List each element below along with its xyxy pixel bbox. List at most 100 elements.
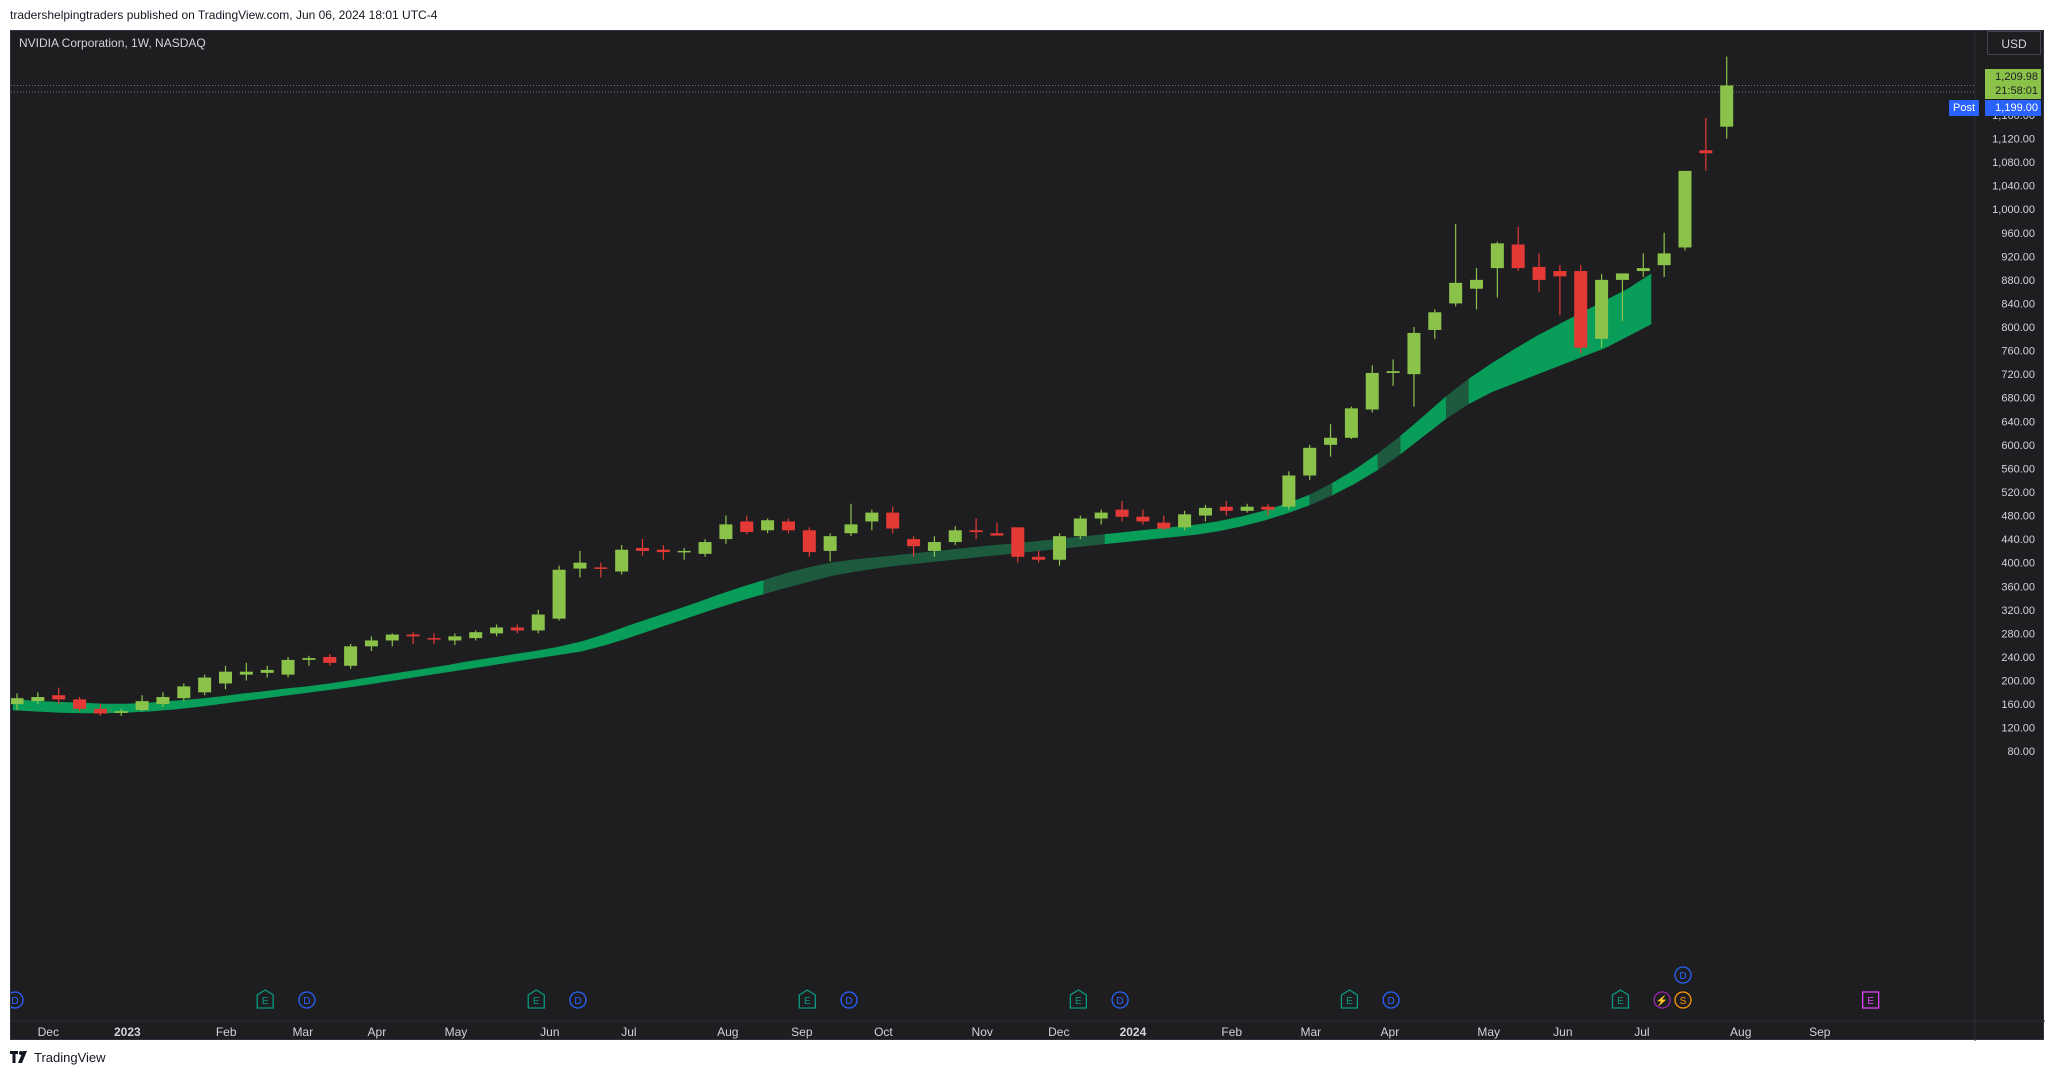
- candle-body: [344, 646, 358, 666]
- candlestick-chart[interactable]: 1,160.001,120.001,080.001,040.001,000.00…: [11, 31, 2045, 1041]
- x-tick-label: Mar: [292, 1025, 313, 1039]
- symbol-label: NVIDIA Corporation, 1W, NASDAQ: [19, 36, 206, 50]
- candle-body: [93, 708, 107, 714]
- event-marker: [11, 991, 24, 1009]
- band-segment: [831, 559, 856, 577]
- band-segment: [1195, 521, 1220, 535]
- candle-body: [1490, 243, 1504, 269]
- y-tick-label: 240.00: [2001, 652, 2035, 664]
- band-segment: [1605, 288, 1629, 349]
- band-segment: [1241, 510, 1265, 527]
- last-price: 1,209.98: [1995, 71, 2038, 83]
- publish-bar: tradershelpingtraders published on Tradi…: [0, 0, 2054, 30]
- candle-body: [156, 697, 170, 705]
- y-tick-label: 1,080.00: [1992, 157, 2035, 169]
- band-segment: [1218, 516, 1242, 532]
- candle-body: [1324, 437, 1338, 445]
- candle-body: [427, 638, 441, 640]
- candle-body: [552, 569, 566, 619]
- event-marker: [569, 991, 587, 1009]
- band-segment: [604, 625, 628, 646]
- candle-body: [1615, 273, 1629, 280]
- candle-body: [677, 550, 691, 553]
- event-marker: [840, 991, 858, 1009]
- band-segment: [490, 654, 514, 666]
- candle-body: [323, 656, 337, 663]
- band-segment: [899, 552, 924, 566]
- y-tick-label: 640.00: [2001, 416, 2035, 428]
- event-label: E: [1075, 996, 1082, 1007]
- candle-body: [1115, 509, 1129, 517]
- candle-body: [948, 530, 962, 543]
- y-tick-label: 280.00: [2001, 628, 2035, 640]
- candle-body: [1449, 282, 1463, 304]
- x-tick-label: Feb: [1221, 1025, 1242, 1039]
- currency-selector[interactable]: USD: [1987, 31, 2041, 55]
- x-tick-label: 2023: [114, 1025, 141, 1039]
- y-tick-label: 120.00: [2001, 723, 2035, 735]
- chart-frame[interactable]: 1,160.001,120.001,080.001,040.001,000.00…: [10, 30, 2045, 1041]
- x-tick-label: 2024: [1120, 1025, 1147, 1039]
- y-tick-label: 320.00: [2001, 605, 2035, 617]
- event-label: D: [1387, 996, 1394, 1007]
- band-segment: [1377, 435, 1402, 471]
- footer: TradingView: [10, 1046, 106, 1068]
- band-segment: [626, 618, 651, 639]
- candle-body: [1073, 518, 1087, 537]
- x-tick-label: Apr: [1381, 1025, 1400, 1039]
- x-tick-label: Jul: [621, 1025, 636, 1039]
- candle-body: [1198, 507, 1212, 516]
- candle-body: [1282, 475, 1296, 507]
- candle-body: [594, 567, 608, 569]
- band-segment: [1104, 531, 1129, 545]
- candle-body: [1261, 506, 1275, 510]
- candle-body: [510, 627, 524, 631]
- candle-body: [969, 530, 983, 533]
- event-marker: [1611, 989, 1630, 1009]
- candle-body: [490, 627, 504, 634]
- candle-body: [31, 697, 45, 702]
- y-tick-label: 160.00: [2001, 699, 2035, 711]
- candle-body: [573, 562, 587, 569]
- band-segment: [581, 634, 605, 652]
- event-marker: [1069, 989, 1087, 1009]
- candle-body: [802, 530, 816, 553]
- candle-body: [781, 521, 795, 531]
- candle-body: [1720, 85, 1734, 127]
- band-segment: [763, 572, 787, 595]
- band-segment: [672, 602, 696, 624]
- candle-body: [1011, 527, 1025, 557]
- candle-body: [1678, 170, 1692, 248]
- candle-body: [1595, 279, 1609, 339]
- x-tick-label: May: [445, 1025, 468, 1039]
- x-tick-label: Mar: [1300, 1025, 1321, 1039]
- band-segment: [376, 672, 401, 684]
- candle-body: [239, 671, 253, 675]
- candle-body: [1365, 372, 1379, 410]
- candle-body: [907, 539, 921, 547]
- event-label: S: [1680, 996, 1687, 1007]
- candle-body: [1699, 150, 1713, 154]
- candle-body: [865, 512, 879, 522]
- candle-body: [1178, 514, 1192, 528]
- candle-body: [260, 669, 274, 673]
- band-segment: [1514, 335, 1538, 384]
- post-market-price: 1,199.00: [1985, 100, 2041, 116]
- candle-body: [719, 524, 733, 540]
- x-tick-label: Dec: [38, 1025, 59, 1039]
- x-tick-label: May: [1477, 1025, 1500, 1039]
- y-tick-label: 920.00: [2001, 251, 2035, 263]
- band-segment: [285, 686, 310, 696]
- candle-body: [761, 520, 775, 531]
- band-segment: [513, 650, 537, 663]
- y-tick-label: 600.00: [2001, 440, 2035, 452]
- candle-body: [1053, 536, 1066, 560]
- event-marker: [298, 991, 316, 1009]
- event-label: ⚡: [1656, 994, 1668, 1007]
- candle-body: [1407, 332, 1421, 375]
- y-tick-label: 80.00: [2007, 746, 2035, 758]
- candle-body: [1470, 279, 1483, 289]
- event-label: E: [533, 996, 540, 1007]
- event-label: E: [262, 996, 269, 1007]
- event-marker: [256, 989, 274, 1009]
